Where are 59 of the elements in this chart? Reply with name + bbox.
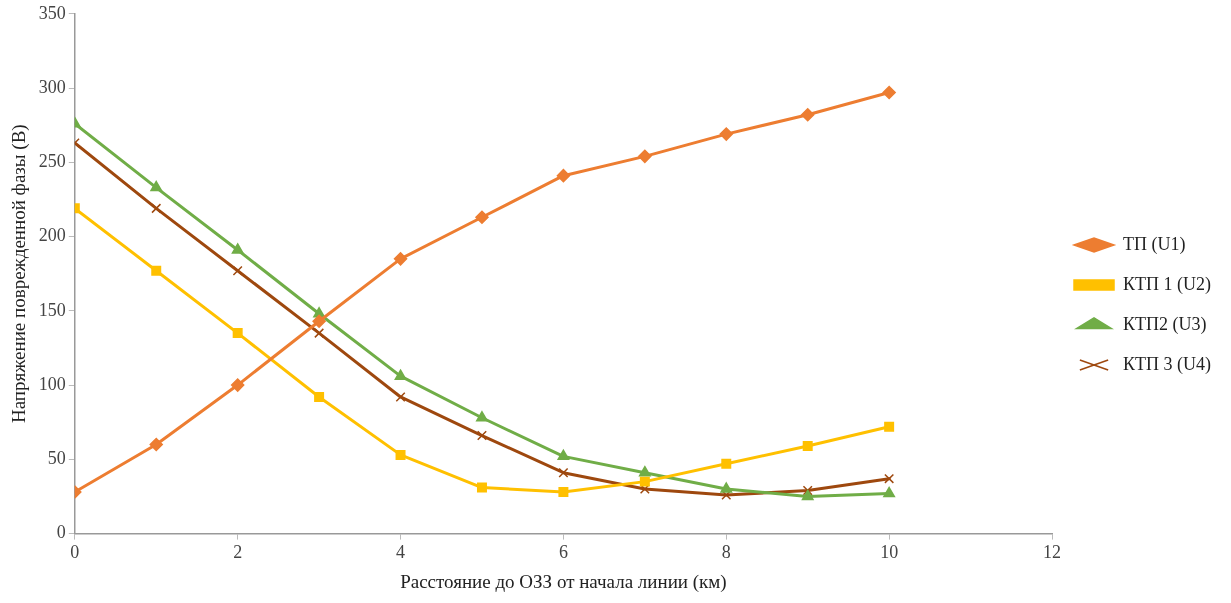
point — [230, 378, 245, 392]
point — [394, 369, 407, 380]
y-tick-label: 0 — [56, 522, 66, 543]
x-tick-label: 12 — [1043, 542, 1062, 563]
point — [151, 203, 162, 214]
y-tick-label: 100 — [38, 373, 66, 394]
point — [232, 328, 243, 339]
x-tick-label: 8 — [721, 542, 731, 563]
point — [719, 127, 734, 141]
point — [884, 473, 895, 484]
point — [475, 210, 489, 225]
point — [883, 486, 896, 498]
x-tick-label: 0 — [70, 542, 80, 563]
y-tick-label: 150 — [38, 299, 66, 320]
point — [884, 421, 895, 432]
x-tick-label: 2 — [233, 542, 243, 563]
point — [639, 484, 650, 495]
point — [882, 85, 896, 100]
point — [231, 243, 244, 254]
point — [476, 411, 488, 422]
point — [476, 430, 487, 441]
point — [720, 482, 733, 493]
point — [314, 391, 325, 402]
x-tick-label: 6 — [558, 542, 568, 563]
point — [556, 168, 571, 183]
point — [801, 489, 814, 501]
point — [558, 487, 569, 498]
point — [395, 391, 406, 402]
point — [395, 449, 406, 460]
y-tick-label: 350 — [38, 2, 66, 23]
point — [639, 476, 650, 487]
point — [232, 265, 243, 276]
y-tick-label: 50 — [47, 448, 66, 469]
point — [557, 449, 570, 461]
point — [802, 485, 813, 496]
point — [393, 252, 408, 266]
y-axis-title: Напряжение поврежденной фазы (В) — [8, 124, 31, 424]
legend-label: КТП 3 (U4) — [1123, 353, 1212, 375]
point — [721, 458, 732, 469]
point — [151, 265, 162, 276]
point — [312, 314, 326, 328]
point — [558, 467, 569, 478]
point — [638, 149, 652, 164]
legend-label: КТП 1 (U2) — [1123, 273, 1212, 295]
point — [800, 108, 815, 122]
y-tick-label: 200 — [38, 225, 66, 246]
point — [314, 328, 325, 339]
point — [802, 440, 813, 451]
y-tick-label: 250 — [38, 151, 66, 172]
legend-label: ТП (U1) — [1123, 233, 1186, 255]
x-tick-label: 10 — [880, 542, 899, 563]
y-tick-label: 300 — [38, 76, 66, 97]
point — [149, 437, 163, 452]
point — [638, 465, 651, 477]
x-axis-title: Расстояние до ОЗЗ от начала линии (км) — [400, 570, 727, 593]
legend-label: КТП2 (U3) — [1123, 313, 1207, 335]
x-tick-label: 4 — [396, 542, 406, 563]
point — [476, 482, 487, 493]
point — [150, 180, 163, 192]
